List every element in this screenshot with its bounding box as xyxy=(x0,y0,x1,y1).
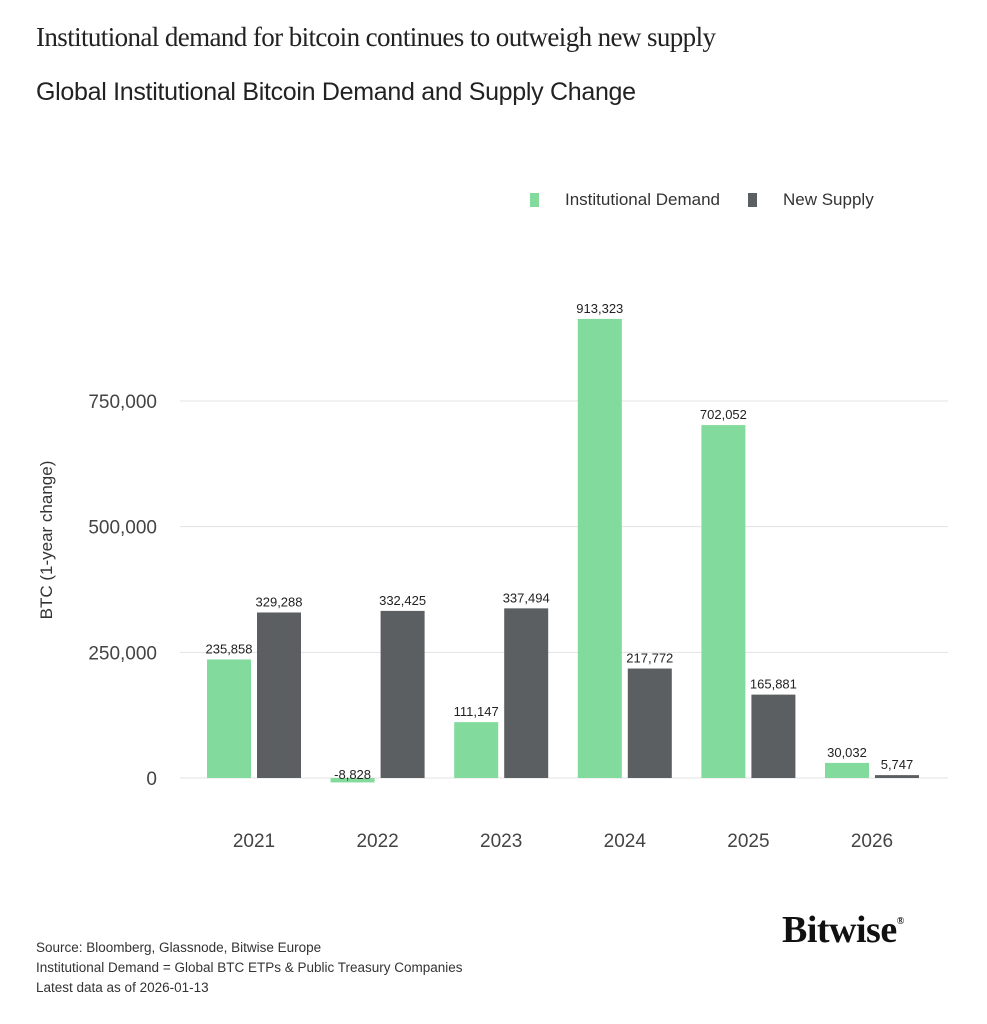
bar-supply xyxy=(257,612,301,778)
data-label: 165,881 xyxy=(750,677,797,692)
y-tick-label: 250,000 xyxy=(88,643,157,664)
data-label: 217,772 xyxy=(626,651,673,666)
bar-chart: BTC (1-year change) 0 250,000 500,000 750,0… xyxy=(37,301,948,852)
data-label: -8,828 xyxy=(334,767,371,782)
x-tick-label: 2026 xyxy=(851,831,893,852)
x-tick-label: 2025 xyxy=(727,831,769,852)
source-note: Source: Bloomberg, Glassnode, Bitwise Eu… xyxy=(36,940,322,955)
bar-supply xyxy=(504,608,549,778)
headline: Institutional demand for bitcoin continu… xyxy=(36,22,716,52)
x-tick-label: 2021 xyxy=(233,831,275,852)
legend: Institutional Demand New Supply xyxy=(530,190,902,210)
bar-demand xyxy=(207,659,251,778)
bar-demand xyxy=(577,318,622,778)
footer: Source: Bloomberg, Glassnode, Bitwise Eu… xyxy=(36,938,463,998)
bar-supply xyxy=(380,610,425,778)
legend-label-supply: New Supply xyxy=(782,190,874,209)
x-tick-label: 2022 xyxy=(356,831,398,852)
data-label: 329,288 xyxy=(256,594,303,609)
y-axis-label: BTC (1-year change) xyxy=(37,461,56,620)
bar-demand xyxy=(330,778,375,783)
legend-swatch-demand xyxy=(530,193,539,207)
bar-supply xyxy=(627,668,672,778)
data-label: 30,032 xyxy=(827,745,867,760)
x-tick-label: 2023 xyxy=(480,831,522,852)
bar-demand xyxy=(701,425,746,778)
data-label: 111,147 xyxy=(454,704,499,719)
y-tick-label: 0 xyxy=(146,769,157,790)
legend-label-demand: Institutional Demand xyxy=(565,190,720,209)
chart-title: Global Institutional Bitcoin Demand and … xyxy=(36,78,636,106)
bar-supply xyxy=(875,775,919,778)
data-label: 332,425 xyxy=(379,593,426,608)
y-tick-label: 500,000 xyxy=(88,518,157,539)
data-label: 5,747 xyxy=(881,757,914,772)
bar-demand xyxy=(454,722,499,778)
bitwise-logo: Bitwise® xyxy=(782,909,904,951)
latest-data-note: Latest data as of 2026-01-13 xyxy=(36,980,209,995)
data-label: 913,323 xyxy=(576,301,623,316)
legend-swatch-supply xyxy=(747,193,757,207)
x-tick-label: 2024 xyxy=(604,831,647,852)
bar-demand xyxy=(825,762,869,778)
definition-note: Institutional Demand = Global BTC ETPs &… xyxy=(36,960,463,975)
data-label: 337,494 xyxy=(503,590,550,605)
data-label: 235,858 xyxy=(206,641,253,656)
y-tick-label: 750,000 xyxy=(88,392,157,413)
data-label: 702,052 xyxy=(700,407,747,422)
bar-supply xyxy=(751,694,796,778)
